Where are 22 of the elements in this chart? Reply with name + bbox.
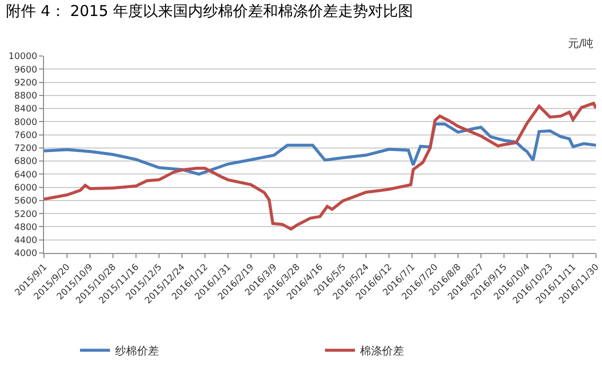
- y-tick-label: 4800: [14, 222, 38, 233]
- y-tick-label: 8400: [14, 104, 38, 115]
- y-tick-label: 7600: [14, 130, 38, 141]
- y-tick-label: 6400: [14, 170, 38, 180]
- line-series: [44, 102, 596, 231]
- y-tick-label: 9600: [14, 65, 38, 76]
- y-tick-label: 8000: [14, 118, 38, 128]
- y-tick-label: 6000: [14, 183, 38, 194]
- y-tick-label: 5600: [14, 196, 38, 207]
- legend-label: 纱棉价差: [115, 344, 159, 358]
- line-series: [44, 122, 596, 176]
- y-axis-title: 元/吨: [568, 37, 594, 50]
- y-tick-label: 6800: [14, 157, 38, 168]
- y-tick-label: 4400: [14, 236, 38, 246]
- y-tick-label: 9200: [14, 78, 38, 88]
- y-tick-label: 10000: [8, 52, 38, 62]
- y-tick-label: 5200: [14, 210, 38, 220]
- y-tick-label: 7200: [14, 144, 38, 154]
- legend-label: 棉涤价差: [360, 344, 404, 358]
- y-tick-label: 4000: [14, 249, 38, 260]
- chart-title: 附件 4： 2015 年度以来国内纱棉价差和棉涤价差走势对比图: [6, 2, 414, 20]
- y-tick-label: 8800: [14, 92, 38, 102]
